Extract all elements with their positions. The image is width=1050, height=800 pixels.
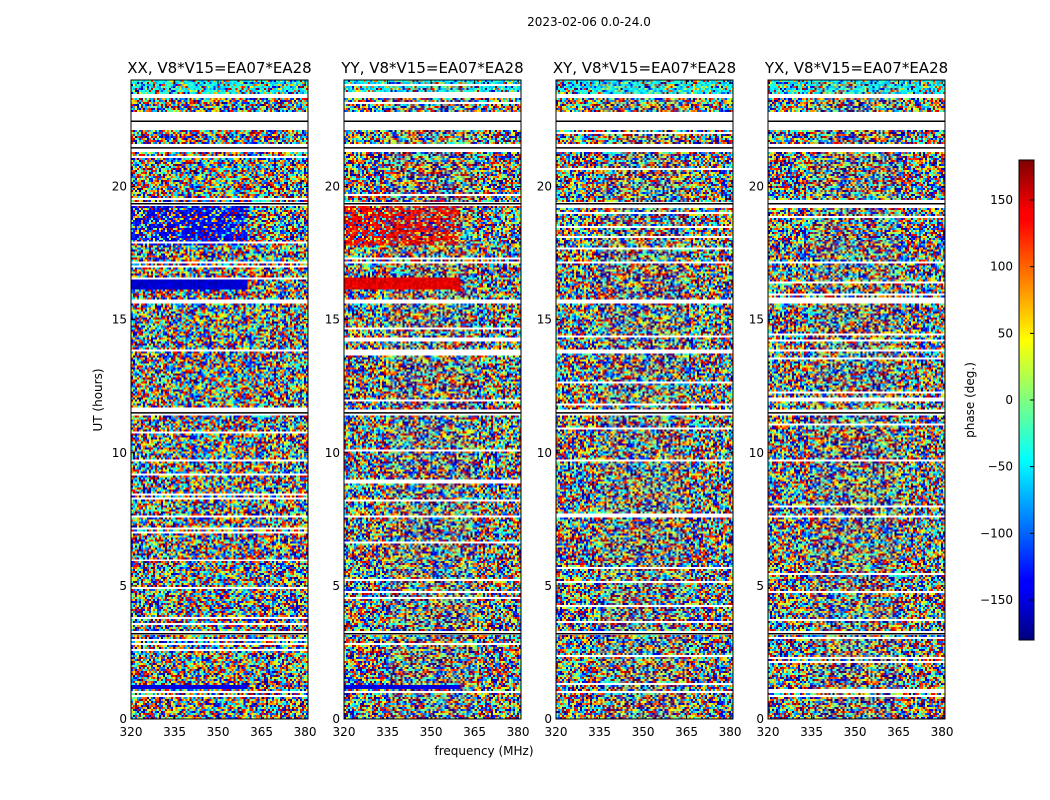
x-tick-label: 365 <box>675 725 698 739</box>
x-tick-label: 335 <box>163 725 186 739</box>
y-tick-label: 0 <box>332 712 340 726</box>
y-tick-label: 20 <box>537 180 552 194</box>
colorbar-tick-label: 100 <box>990 260 1013 274</box>
y-axis-label: UT (hours) <box>91 368 105 431</box>
colorbar: phase (deg.) 150 100 50 0 −50 −100 −150 <box>963 159 1035 641</box>
x-tick-label: 320 <box>333 725 356 739</box>
phase-raster-3 <box>768 80 945 719</box>
x-tick-label: 350 <box>632 725 655 739</box>
colorbar-tick-label: 150 <box>990 193 1013 207</box>
panel-title-3: YX, V8*V15=EA07*EA28 <box>764 59 948 77</box>
x-tick-label: 320 <box>545 725 568 739</box>
colorbar-tick-label: −100 <box>980 526 1013 540</box>
x-tick-label: 320 <box>757 725 780 739</box>
y-tick-label: 10 <box>112 446 127 460</box>
y-tick-label: 0 <box>119 712 127 726</box>
y-tick-label: 0 <box>544 712 552 726</box>
colorbar-tick-label: 50 <box>998 326 1013 340</box>
colorbar-tick-label: 0 <box>1005 393 1013 407</box>
panel-title-2: XY, V8*V15=EA07*EA28 <box>553 59 736 77</box>
y-tick-label: 5 <box>119 579 127 593</box>
panel-frame-0 <box>130 79 309 720</box>
panel-0: XX, V8*V15=EA07*EA28 320 335 350 365 380 0 5 10 1… <box>112 59 317 739</box>
panels-group: XX, V8*V15=EA07*EA28 320 335 350 365 380 0 5 10 1… <box>112 59 954 739</box>
x-tick-label: 350 <box>844 725 867 739</box>
x-tick-label: 380 <box>294 725 317 739</box>
x-tick-label: 365 <box>887 725 910 739</box>
y-tick-label: 20 <box>749 180 764 194</box>
x-tick-label: 350 <box>207 725 230 739</box>
panel-1: YY, V8*V15=EA07*EA28 320 335 350 365 380 0 5 10 1… <box>325 59 530 739</box>
x-tick-label: 320 <box>120 725 143 739</box>
y-tick-label: 20 <box>325 180 340 194</box>
panel-2: XY, V8*V15=EA07*EA28 320 335 350 365 380 0 5 10 1… <box>537 59 742 739</box>
panel-title-1: YY, V8*V15=EA07*EA28 <box>340 59 523 77</box>
colorbar-tick-label: −150 <box>980 593 1013 607</box>
phase-raster-0 <box>131 80 308 719</box>
y-tick-label: 5 <box>756 579 764 593</box>
y-tick-label: 15 <box>537 313 552 327</box>
y-tick-label: 20 <box>112 180 127 194</box>
panel-frame-3 <box>767 79 946 720</box>
x-tick-label: 335 <box>588 725 611 739</box>
y-tick-label: 10 <box>537 446 552 460</box>
x-tick-label: 350 <box>420 725 443 739</box>
panel-title-0: XX, V8*V15=EA07*EA28 <box>127 59 311 77</box>
x-tick-label: 380 <box>507 725 530 739</box>
y-tick-label: 15 <box>325 313 340 327</box>
x-tick-label: 365 <box>463 725 486 739</box>
x-tick-label: 335 <box>800 725 823 739</box>
y-tick-label: 5 <box>544 579 552 593</box>
panel-3: YX, V8*V15=EA07*EA28 320 335 350 365 380 0 5 10 1… <box>749 59 954 739</box>
panel-frame-2 <box>555 79 734 720</box>
colorbar-tick-label: −50 <box>988 460 1013 474</box>
y-tick-label: 15 <box>112 313 127 327</box>
x-tick-label: 365 <box>250 725 273 739</box>
figure-suptitle: 2023-02-06 0.0-24.0 <box>527 15 651 29</box>
y-tick-label: 10 <box>325 446 340 460</box>
y-tick-label: 15 <box>749 313 764 327</box>
panel-frame-1 <box>343 79 522 720</box>
x-tick-label: 380 <box>719 725 742 739</box>
colorbar-label: phase (deg.) <box>963 362 977 438</box>
y-tick-label: 10 <box>749 446 764 460</box>
y-tick-label: 0 <box>756 712 764 726</box>
x-axis-label: frequency (MHz) <box>434 744 533 758</box>
x-tick-label: 380 <box>931 725 954 739</box>
x-tick-label: 335 <box>376 725 399 739</box>
phase-raster-1 <box>344 80 521 719</box>
y-tick-label: 5 <box>332 579 340 593</box>
phase-raster-2 <box>556 80 733 719</box>
